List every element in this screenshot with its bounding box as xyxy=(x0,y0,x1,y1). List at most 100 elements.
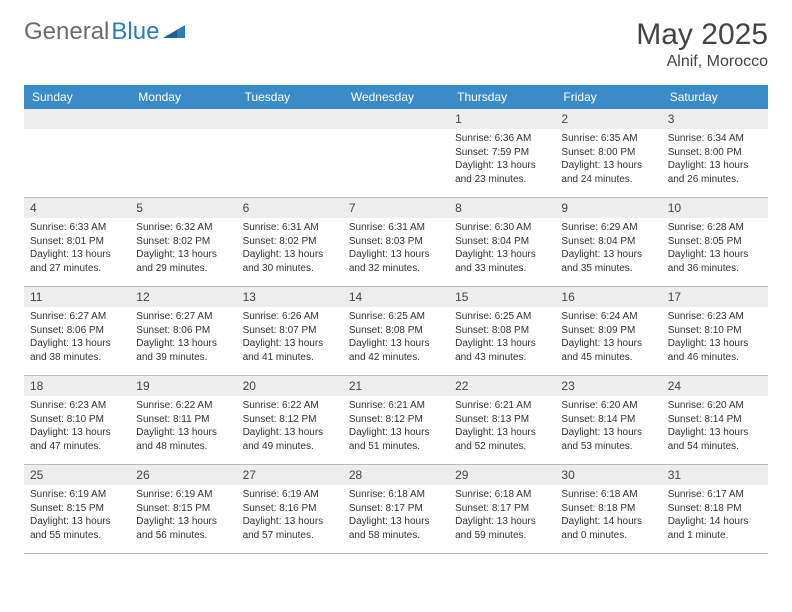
day-details: Sunrise: 6:27 AMSunset: 8:06 PMDaylight:… xyxy=(24,307,130,368)
day-number: 25 xyxy=(24,465,130,485)
day-header: Saturday xyxy=(662,85,768,109)
calendar-week: 11Sunrise: 6:27 AMSunset: 8:06 PMDayligh… xyxy=(24,287,768,376)
day-number: 12 xyxy=(130,287,236,307)
day-header: Friday xyxy=(555,85,661,109)
calendar-cell: 20Sunrise: 6:22 AMSunset: 8:12 PMDayligh… xyxy=(237,376,343,465)
brand-part1: General xyxy=(24,18,109,46)
day-number: 24 xyxy=(662,376,768,396)
brand-logo: GeneralBlue xyxy=(24,18,185,46)
calendar-cell: 6Sunrise: 6:31 AMSunset: 8:02 PMDaylight… xyxy=(237,198,343,287)
day-details: Sunrise: 6:24 AMSunset: 8:09 PMDaylight:… xyxy=(555,307,661,368)
day-number: 23 xyxy=(555,376,661,396)
calendar-cell: 16Sunrise: 6:24 AMSunset: 8:09 PMDayligh… xyxy=(555,287,661,376)
day-number xyxy=(237,109,343,129)
day-details: Sunrise: 6:34 AMSunset: 8:00 PMDaylight:… xyxy=(662,129,768,190)
day-header-row: SundayMondayTuesdayWednesdayThursdayFrid… xyxy=(24,85,768,109)
calendar-cell: 26Sunrise: 6:19 AMSunset: 8:15 PMDayligh… xyxy=(130,465,236,554)
calendar-week: 25Sunrise: 6:19 AMSunset: 8:15 PMDayligh… xyxy=(24,465,768,554)
calendar-cell: 24Sunrise: 6:20 AMSunset: 8:14 PMDayligh… xyxy=(662,376,768,465)
calendar-cell: 25Sunrise: 6:19 AMSunset: 8:15 PMDayligh… xyxy=(24,465,130,554)
day-details: Sunrise: 6:29 AMSunset: 8:04 PMDaylight:… xyxy=(555,218,661,279)
calendar-cell: 4Sunrise: 6:33 AMSunset: 8:01 PMDaylight… xyxy=(24,198,130,287)
day-header: Monday xyxy=(130,85,236,109)
month-title: May 2025 xyxy=(636,18,768,51)
calendar-cell: 13Sunrise: 6:26 AMSunset: 8:07 PMDayligh… xyxy=(237,287,343,376)
title-block: May 2025 Alnif, Morocco xyxy=(636,18,768,71)
day-details: Sunrise: 6:19 AMSunset: 8:16 PMDaylight:… xyxy=(237,485,343,546)
calendar-week: 1Sunrise: 6:36 AMSunset: 7:59 PMDaylight… xyxy=(24,109,768,198)
brand-part2: Blue xyxy=(111,18,159,46)
day-number: 16 xyxy=(555,287,661,307)
calendar-cell: 29Sunrise: 6:18 AMSunset: 8:17 PMDayligh… xyxy=(449,465,555,554)
day-number xyxy=(24,109,130,129)
day-number: 17 xyxy=(662,287,768,307)
day-number: 29 xyxy=(449,465,555,485)
calendar-cell xyxy=(130,109,236,198)
calendar-cell: 7Sunrise: 6:31 AMSunset: 8:03 PMDaylight… xyxy=(343,198,449,287)
day-number: 10 xyxy=(662,198,768,218)
day-number: 22 xyxy=(449,376,555,396)
day-number: 20 xyxy=(237,376,343,396)
calendar-cell: 19Sunrise: 6:22 AMSunset: 8:11 PMDayligh… xyxy=(130,376,236,465)
calendar-cell xyxy=(24,109,130,198)
calendar-cell: 3Sunrise: 6:34 AMSunset: 8:00 PMDaylight… xyxy=(662,109,768,198)
calendar-cell: 14Sunrise: 6:25 AMSunset: 8:08 PMDayligh… xyxy=(343,287,449,376)
calendar-cell: 9Sunrise: 6:29 AMSunset: 8:04 PMDaylight… xyxy=(555,198,661,287)
day-header: Tuesday xyxy=(237,85,343,109)
day-details: Sunrise: 6:23 AMSunset: 8:10 PMDaylight:… xyxy=(662,307,768,368)
day-details: Sunrise: 6:18 AMSunset: 8:17 PMDaylight:… xyxy=(449,485,555,546)
day-details: Sunrise: 6:26 AMSunset: 8:07 PMDaylight:… xyxy=(237,307,343,368)
calendar-cell: 11Sunrise: 6:27 AMSunset: 8:06 PMDayligh… xyxy=(24,287,130,376)
calendar-table: SundayMondayTuesdayWednesdayThursdayFrid… xyxy=(24,85,768,554)
calendar-week: 18Sunrise: 6:23 AMSunset: 8:10 PMDayligh… xyxy=(24,376,768,465)
day-details: Sunrise: 6:32 AMSunset: 8:02 PMDaylight:… xyxy=(130,218,236,279)
day-number: 14 xyxy=(343,287,449,307)
day-number: 3 xyxy=(662,109,768,129)
location: Alnif, Morocco xyxy=(636,53,768,71)
day-number: 11 xyxy=(24,287,130,307)
calendar-cell: 28Sunrise: 6:18 AMSunset: 8:17 PMDayligh… xyxy=(343,465,449,554)
day-number: 26 xyxy=(130,465,236,485)
calendar-week: 4Sunrise: 6:33 AMSunset: 8:01 PMDaylight… xyxy=(24,198,768,287)
day-details: Sunrise: 6:21 AMSunset: 8:12 PMDaylight:… xyxy=(343,396,449,457)
day-number: 9 xyxy=(555,198,661,218)
day-number: 27 xyxy=(237,465,343,485)
day-number: 6 xyxy=(237,198,343,218)
day-details: Sunrise: 6:33 AMSunset: 8:01 PMDaylight:… xyxy=(24,218,130,279)
day-header: Sunday xyxy=(24,85,130,109)
day-details: Sunrise: 6:28 AMSunset: 8:05 PMDaylight:… xyxy=(662,218,768,279)
day-details: Sunrise: 6:31 AMSunset: 8:02 PMDaylight:… xyxy=(237,218,343,279)
header: GeneralBlue May 2025 Alnif, Morocco xyxy=(24,18,768,71)
day-number: 15 xyxy=(449,287,555,307)
calendar-cell: 15Sunrise: 6:25 AMSunset: 8:08 PMDayligh… xyxy=(449,287,555,376)
calendar-cell: 18Sunrise: 6:23 AMSunset: 8:10 PMDayligh… xyxy=(24,376,130,465)
day-number xyxy=(343,109,449,129)
day-number: 13 xyxy=(237,287,343,307)
calendar-cell xyxy=(237,109,343,198)
flag-icon xyxy=(163,22,185,43)
calendar-cell: 5Sunrise: 6:32 AMSunset: 8:02 PMDaylight… xyxy=(130,198,236,287)
day-details: Sunrise: 6:19 AMSunset: 8:15 PMDaylight:… xyxy=(24,485,130,546)
day-details: Sunrise: 6:22 AMSunset: 8:11 PMDaylight:… xyxy=(130,396,236,457)
calendar-cell: 27Sunrise: 6:19 AMSunset: 8:16 PMDayligh… xyxy=(237,465,343,554)
calendar-cell: 23Sunrise: 6:20 AMSunset: 8:14 PMDayligh… xyxy=(555,376,661,465)
calendar-cell: 12Sunrise: 6:27 AMSunset: 8:06 PMDayligh… xyxy=(130,287,236,376)
day-details: Sunrise: 6:23 AMSunset: 8:10 PMDaylight:… xyxy=(24,396,130,457)
day-details: Sunrise: 6:20 AMSunset: 8:14 PMDaylight:… xyxy=(555,396,661,457)
day-details: Sunrise: 6:30 AMSunset: 8:04 PMDaylight:… xyxy=(449,218,555,279)
calendar-cell: 8Sunrise: 6:30 AMSunset: 8:04 PMDaylight… xyxy=(449,198,555,287)
day-number: 1 xyxy=(449,109,555,129)
calendar-cell xyxy=(343,109,449,198)
day-number: 4 xyxy=(24,198,130,218)
day-number: 28 xyxy=(343,465,449,485)
day-number: 18 xyxy=(24,376,130,396)
day-details: Sunrise: 6:31 AMSunset: 8:03 PMDaylight:… xyxy=(343,218,449,279)
calendar-cell: 17Sunrise: 6:23 AMSunset: 8:10 PMDayligh… xyxy=(662,287,768,376)
day-details: Sunrise: 6:18 AMSunset: 8:17 PMDaylight:… xyxy=(343,485,449,546)
day-details: Sunrise: 6:25 AMSunset: 8:08 PMDaylight:… xyxy=(343,307,449,368)
day-header: Wednesday xyxy=(343,85,449,109)
day-number: 2 xyxy=(555,109,661,129)
calendar-cell: 2Sunrise: 6:35 AMSunset: 8:00 PMDaylight… xyxy=(555,109,661,198)
day-details: Sunrise: 6:18 AMSunset: 8:18 PMDaylight:… xyxy=(555,485,661,546)
day-number: 21 xyxy=(343,376,449,396)
